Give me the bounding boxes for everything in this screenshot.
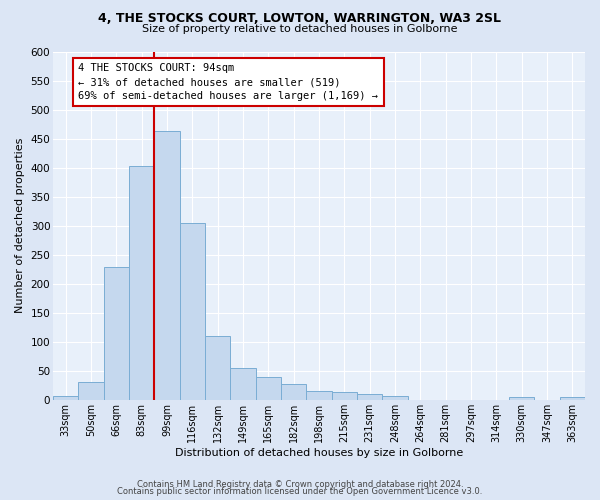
Bar [79, 382, 104, 400]
Bar [256, 376, 281, 400]
Y-axis label: Number of detached properties: Number of detached properties [15, 138, 25, 314]
Text: Size of property relative to detached houses in Golborne: Size of property relative to detached ho… [142, 24, 458, 34]
Bar [104, 268, 129, 400]
Bar [509, 397, 535, 400]
Bar [205, 336, 230, 400]
Bar [230, 368, 256, 400]
Text: 4, THE STOCKS COURT, LOWTON, WARRINGTON, WA3 2SL: 4, THE STOCKS COURT, LOWTON, WARRINGTON,… [98, 12, 502, 26]
Bar [382, 396, 407, 400]
Text: 4 THE STOCKS COURT: 94sqm
← 31% of detached houses are smaller (519)
69% of semi: 4 THE STOCKS COURT: 94sqm ← 31% of detac… [79, 63, 379, 101]
Bar [281, 384, 307, 400]
Text: Contains public sector information licensed under the Open Government Licence v3: Contains public sector information licen… [118, 487, 482, 496]
Bar [154, 131, 180, 400]
Bar [332, 392, 357, 400]
Bar [560, 397, 585, 400]
Bar [180, 222, 205, 400]
Bar [53, 396, 79, 400]
Bar [357, 394, 382, 400]
Bar [307, 391, 332, 400]
Bar [129, 166, 154, 400]
Text: Contains HM Land Registry data © Crown copyright and database right 2024.: Contains HM Land Registry data © Crown c… [137, 480, 463, 489]
X-axis label: Distribution of detached houses by size in Golborne: Distribution of detached houses by size … [175, 448, 463, 458]
